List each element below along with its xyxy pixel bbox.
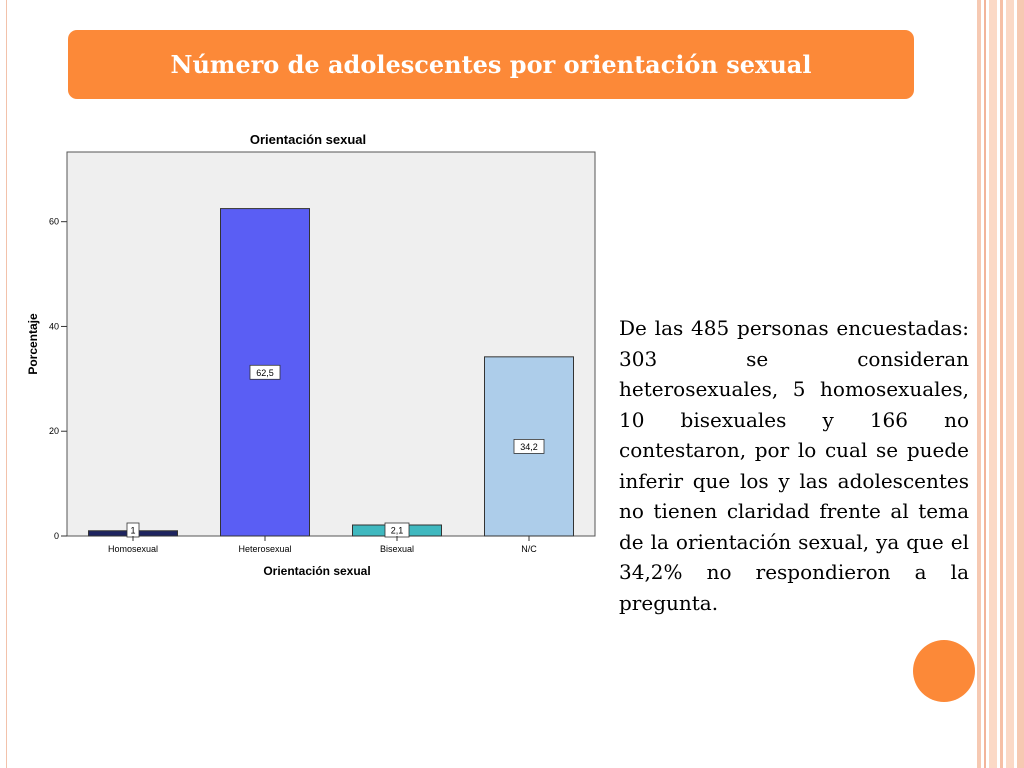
x-tick-label: Homosexual xyxy=(108,544,158,554)
decorative-stripe xyxy=(989,0,997,768)
x-tick-label: Bisexual xyxy=(380,544,414,554)
x-axis-label: Orientación sexual xyxy=(263,564,370,578)
slide-title: Número de adolescentes por orientación s… xyxy=(170,50,812,79)
data-label: 2,1 xyxy=(391,526,404,536)
x-tick-label: Heterosexual xyxy=(238,544,291,554)
y-tick-label: 20 xyxy=(49,426,59,436)
data-label-box xyxy=(513,439,545,454)
x-axis: Homosexual Heterosexual Bisexual N/C xyxy=(108,536,537,554)
chart-title: Orientación sexual xyxy=(250,132,366,147)
data-label: 1 xyxy=(130,526,135,536)
data-label-box xyxy=(249,364,281,380)
data-label: 34,2 xyxy=(520,442,538,452)
y-axis-label: Porcentaje xyxy=(26,313,40,375)
decorative-stripe xyxy=(1006,0,1014,768)
decorative-stripe xyxy=(1017,0,1024,768)
data-label: 62,5 xyxy=(256,368,274,378)
decorative-stripe xyxy=(977,0,981,768)
y-tick-label: 40 xyxy=(49,321,59,331)
x-tick-label: N/C xyxy=(521,544,537,554)
description-paragraph: De las 485 personas encuestadas: 303 se … xyxy=(619,316,969,615)
decorative-circle xyxy=(913,640,975,702)
bars-group: 1 62,5 2,1 34,2 xyxy=(88,208,574,538)
y-tick-label: 0 xyxy=(54,531,59,541)
bar-chart: Orientación sexual 0 20 40 60 1 62,5 2,1 34,2 … xyxy=(20,125,610,585)
decorative-stripe xyxy=(984,0,986,768)
decorative-stripe xyxy=(1000,0,1003,768)
y-tick-label: 60 xyxy=(49,217,59,227)
left-border-line xyxy=(6,0,7,768)
slide-title-bar: Número de adolescentes por orientación s… xyxy=(68,30,914,99)
y-axis: 0 20 40 60 xyxy=(49,217,67,541)
